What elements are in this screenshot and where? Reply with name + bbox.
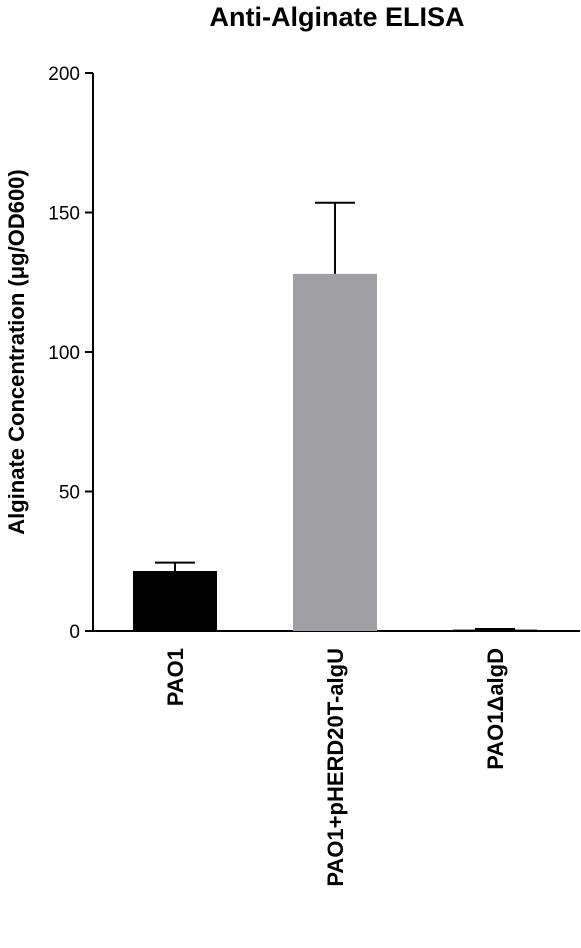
y-tick-label: 50 — [59, 483, 80, 504]
chart-title: Anti-Alginate ELISA — [210, 2, 465, 32]
y-tick-label: 200 — [48, 64, 80, 85]
bar — [293, 273, 377, 631]
x-tick-label: PAO1 — [163, 648, 188, 706]
x-tick-label: PAO1ΔalgD — [483, 648, 508, 770]
y-axis-label: Alginate Concentration (μg/OD600) — [4, 169, 29, 535]
bar — [133, 571, 217, 631]
y-tick-label: 100 — [48, 343, 80, 364]
y-tick-label: 0 — [69, 622, 80, 643]
x-tick-label: PAO1+pHERD20T-algU — [323, 648, 348, 887]
bar — [453, 629, 537, 631]
y-tick-label: 150 — [48, 204, 80, 225]
